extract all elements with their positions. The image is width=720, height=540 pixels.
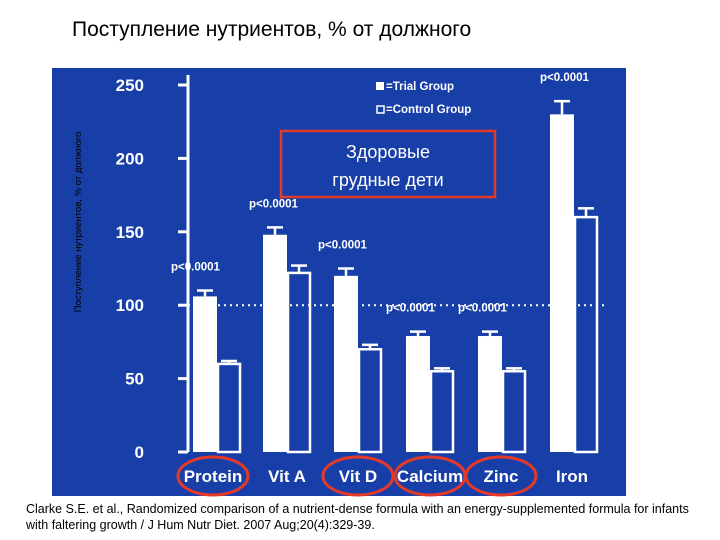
highlight-ellipse-vit-d bbox=[321, 455, 395, 497]
category-label-zinc: Zinc bbox=[484, 467, 519, 486]
category-label-iron: Iron bbox=[556, 467, 588, 486]
bar-control-protein bbox=[216, 362, 242, 454]
category-label-calcium: Calcium bbox=[397, 467, 463, 486]
legend-label: =Trial Group bbox=[386, 81, 454, 93]
p-value-label: p<0.0001 bbox=[386, 303, 436, 315]
bar-control-vit-d bbox=[357, 347, 383, 454]
bar-trial-vit-d bbox=[334, 275, 358, 452]
page-title: Поступление нутриентов, % от должного bbox=[72, 18, 472, 41]
bar-trial-vit-a bbox=[263, 234, 287, 452]
bar-trial-zinc bbox=[478, 336, 502, 452]
citation: Clarke S.E. et al., Randomized compariso… bbox=[26, 502, 689, 532]
category-label-vit-d: Vit D bbox=[339, 467, 377, 486]
bar-trial-calcium bbox=[406, 336, 430, 452]
p-value-label: p<0.0001 bbox=[540, 72, 590, 84]
callout-box bbox=[279, 129, 497, 199]
category-label-vit-a: Vit A bbox=[268, 467, 306, 486]
highlight-ellipse-protein bbox=[176, 455, 250, 497]
y-tick-label: 100 bbox=[116, 296, 144, 315]
callout-text-line2: грудные дети bbox=[332, 170, 443, 190]
p-value-label: p<0.0001 bbox=[318, 240, 368, 252]
y-tick-label: 0 bbox=[135, 443, 144, 462]
legend-label: =Control Group bbox=[386, 104, 471, 116]
bar-control-vit-a bbox=[286, 271, 312, 454]
bar-trial-iron bbox=[550, 114, 574, 453]
bar-control-iron bbox=[573, 215, 599, 454]
legend-swatch-control bbox=[376, 105, 385, 114]
y-tick-label: 150 bbox=[116, 223, 144, 242]
p-value-label: p<0.0001 bbox=[458, 303, 508, 315]
p-value-label: p<0.0001 bbox=[249, 198, 299, 210]
y-tick-label: 250 bbox=[116, 76, 144, 95]
bar-control-calcium bbox=[429, 370, 455, 454]
category-label-protein: Protein bbox=[184, 467, 243, 486]
bar-trial-protein bbox=[193, 296, 217, 452]
bar-control-zinc bbox=[501, 370, 527, 454]
callout-text-line1: Здоровые bbox=[346, 142, 430, 162]
p-value-label: p<0.0001 bbox=[171, 262, 221, 274]
legend-swatch-trial bbox=[376, 82, 384, 90]
y-tick-label: 200 bbox=[116, 149, 144, 168]
y-tick-label: 50 bbox=[125, 370, 144, 389]
highlight-ellipse-zinc bbox=[464, 455, 538, 497]
